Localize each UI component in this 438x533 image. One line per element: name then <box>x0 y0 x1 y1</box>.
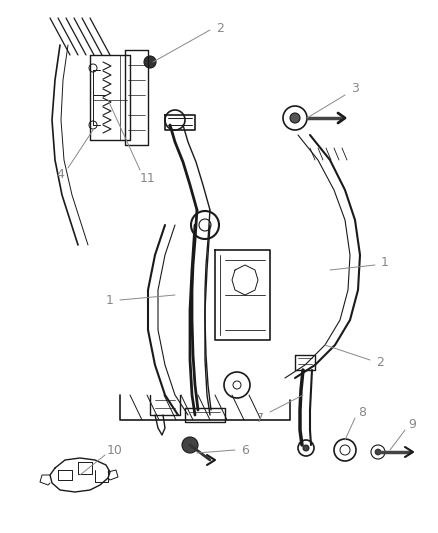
Text: 4: 4 <box>56 168 64 182</box>
Text: 10: 10 <box>107 443 123 456</box>
Text: 7: 7 <box>256 411 264 424</box>
Circle shape <box>182 437 198 453</box>
Text: 6: 6 <box>241 443 249 456</box>
Text: 11: 11 <box>140 172 156 184</box>
Circle shape <box>290 113 300 123</box>
Circle shape <box>144 56 156 68</box>
Circle shape <box>303 445 309 451</box>
Text: 2: 2 <box>216 21 224 35</box>
Text: 2: 2 <box>376 357 384 369</box>
Text: 1: 1 <box>381 256 389 270</box>
Text: 9: 9 <box>408 417 416 431</box>
Circle shape <box>375 449 381 455</box>
Text: 1: 1 <box>106 294 114 306</box>
Text: 3: 3 <box>351 82 359 94</box>
Text: 8: 8 <box>358 406 366 418</box>
